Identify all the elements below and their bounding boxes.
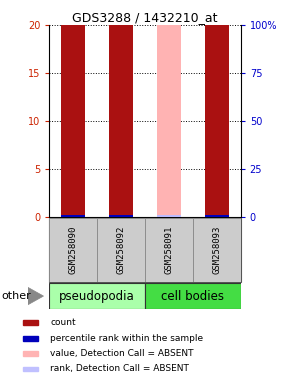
- Bar: [205, 25, 229, 217]
- Bar: [23, 351, 38, 356]
- Bar: [49, 283, 145, 309]
- Text: other: other: [1, 291, 31, 301]
- Title: GDS3288 / 1432210_at: GDS3288 / 1432210_at: [72, 11, 218, 24]
- Bar: [109, 215, 133, 217]
- Text: cell bodies: cell bodies: [161, 290, 224, 303]
- Bar: [97, 218, 145, 282]
- Bar: [157, 215, 181, 217]
- Bar: [157, 25, 181, 217]
- Bar: [23, 320, 38, 325]
- Bar: [23, 367, 38, 371]
- Bar: [145, 218, 193, 282]
- Text: GSM258090: GSM258090: [69, 225, 78, 274]
- Bar: [145, 283, 241, 309]
- Text: rank, Detection Call = ABSENT: rank, Detection Call = ABSENT: [50, 364, 189, 374]
- Bar: [61, 215, 85, 217]
- Text: pseudopodia: pseudopodia: [59, 290, 135, 303]
- Bar: [109, 25, 133, 217]
- Bar: [193, 218, 241, 282]
- Text: GSM258093: GSM258093: [212, 225, 221, 274]
- Bar: [205, 215, 229, 217]
- Bar: [49, 218, 97, 282]
- Polygon shape: [28, 287, 44, 305]
- Text: percentile rank within the sample: percentile rank within the sample: [50, 334, 204, 343]
- Text: value, Detection Call = ABSENT: value, Detection Call = ABSENT: [50, 349, 194, 358]
- Text: GSM258091: GSM258091: [164, 225, 173, 274]
- Text: GSM258092: GSM258092: [117, 225, 126, 274]
- Text: count: count: [50, 318, 76, 327]
- Bar: [61, 25, 85, 217]
- Bar: [23, 336, 38, 341]
